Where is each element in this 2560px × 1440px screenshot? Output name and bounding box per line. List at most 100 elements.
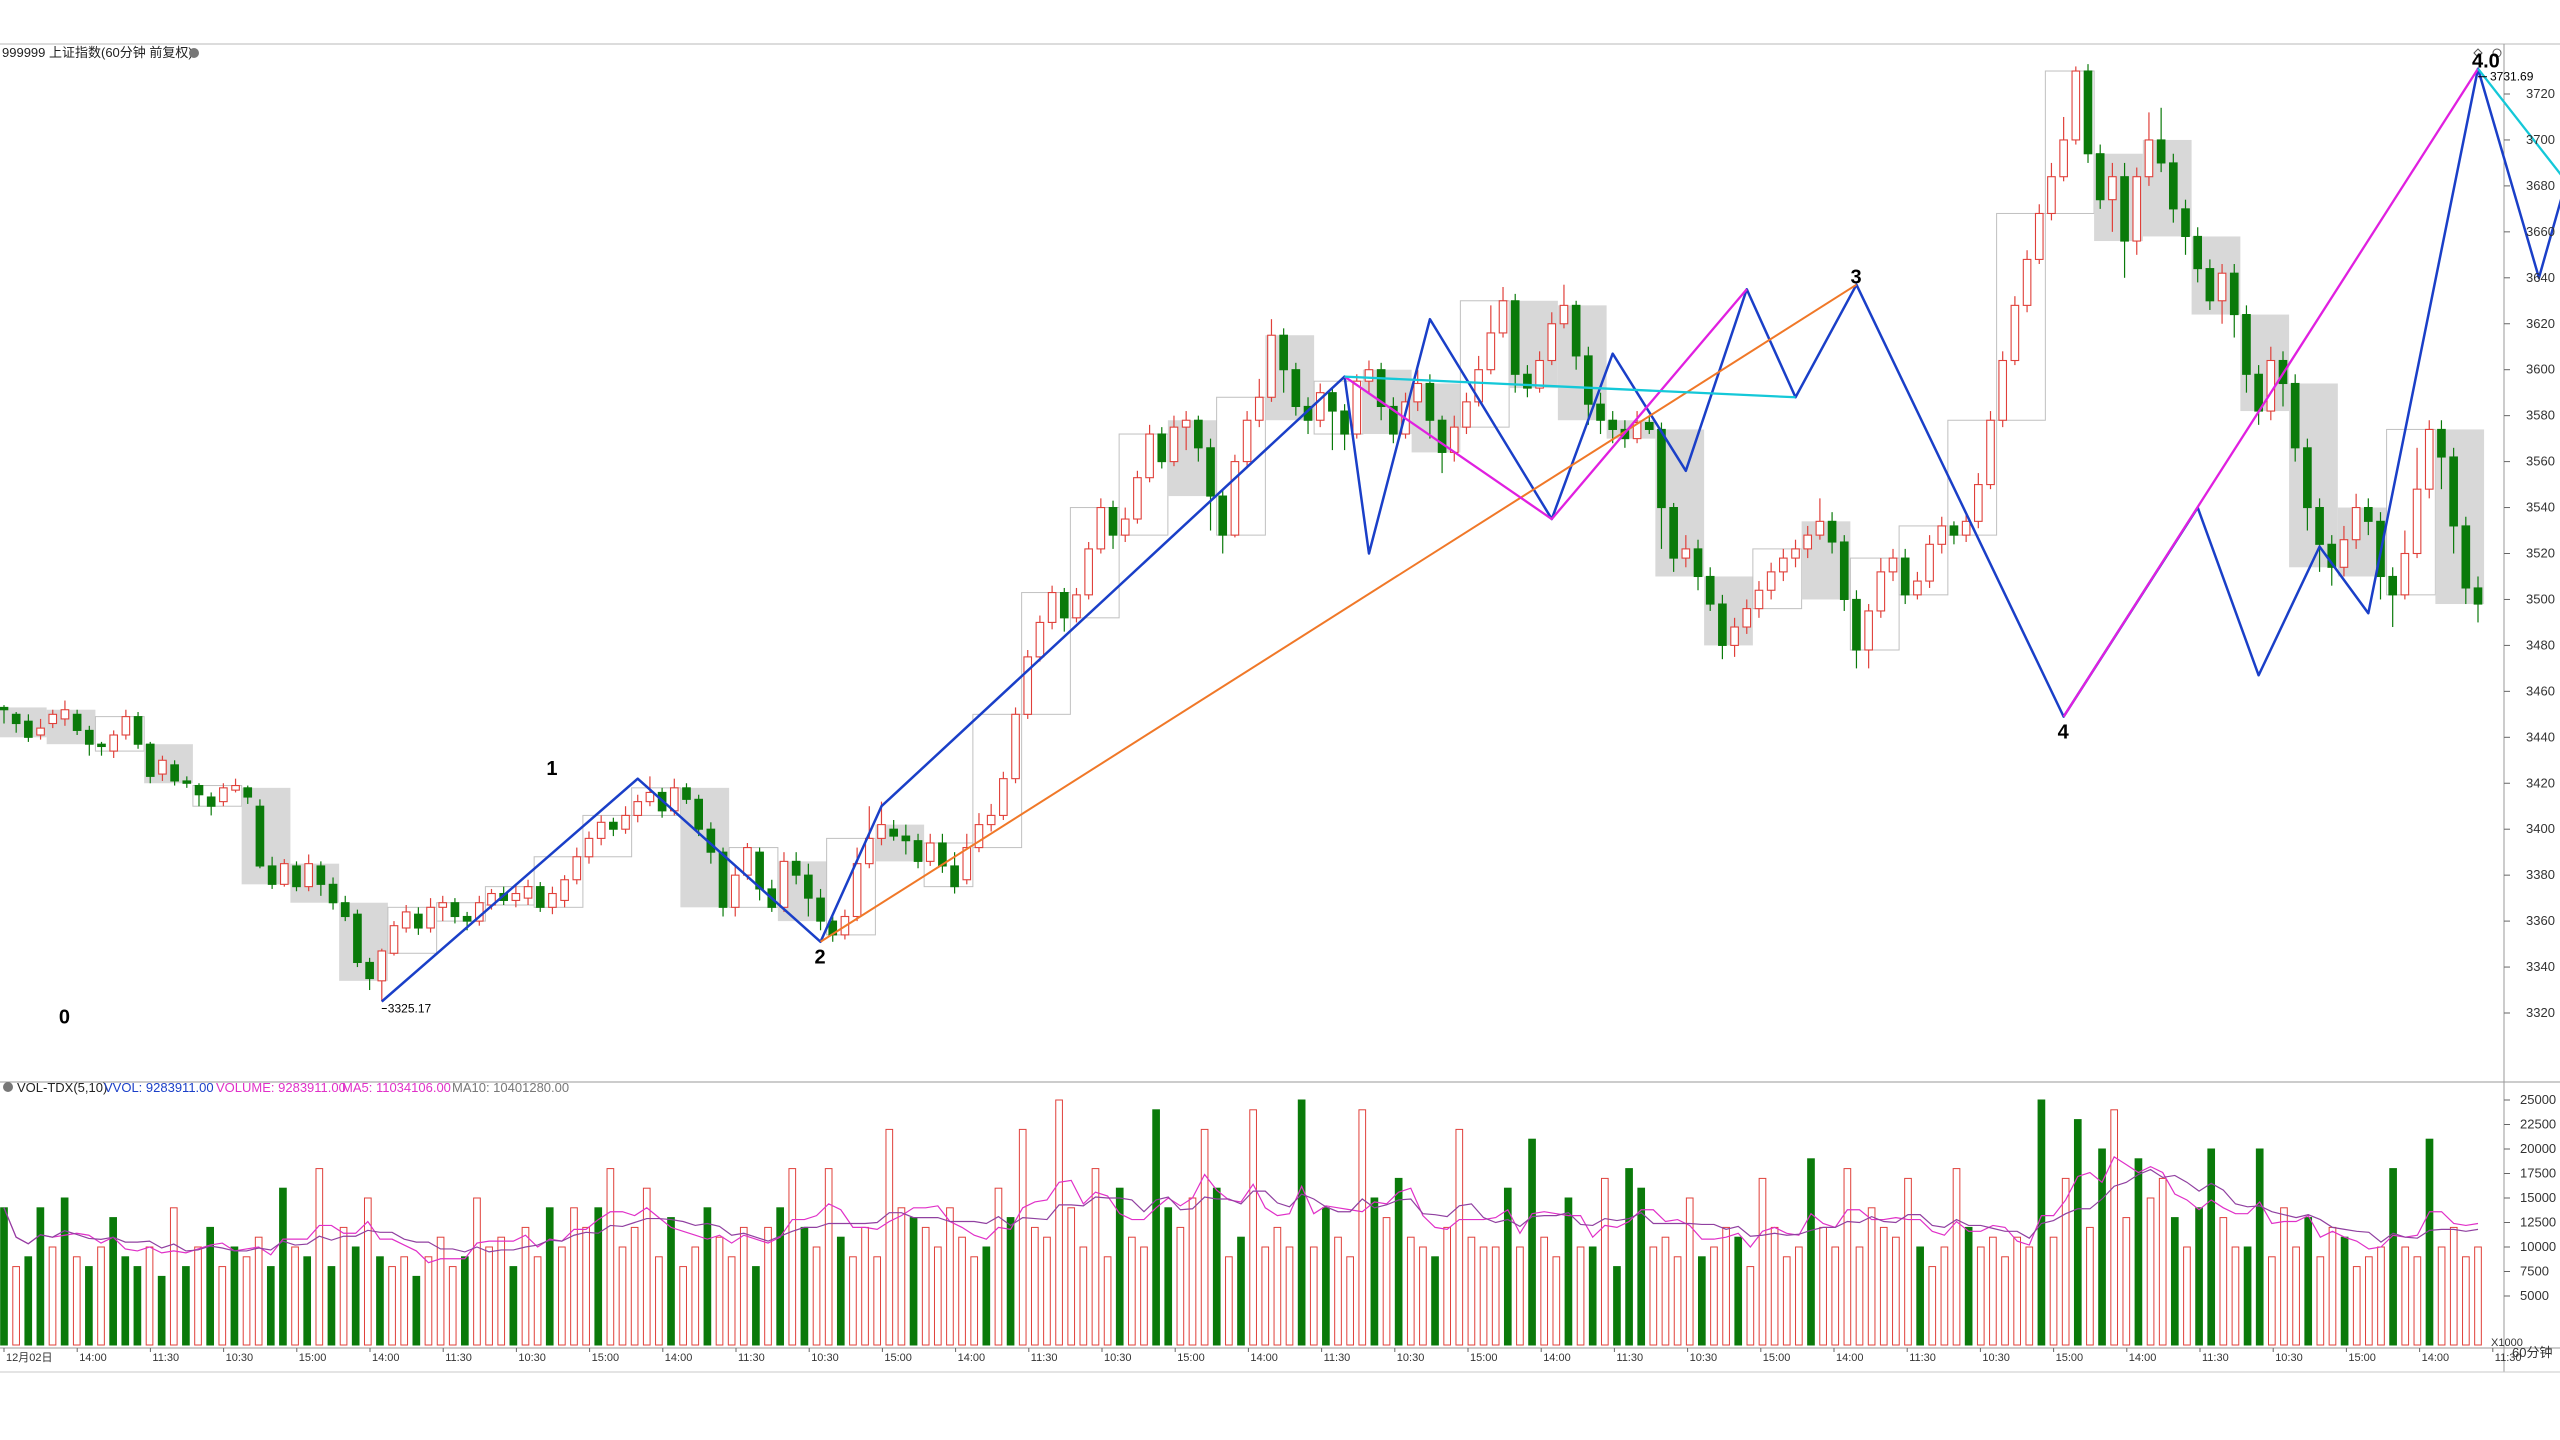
time-tick-label: 10:30	[1690, 1352, 1718, 1364]
consolidation-box	[972, 713, 1023, 849]
consolidation-box	[387, 906, 438, 954]
vol-bar-up	[1467, 1236, 1476, 1346]
candle-down	[2229, 272, 2239, 316]
candle-up	[231, 784, 240, 791]
time-tick-label: 11:30	[1616, 1352, 1643, 1364]
candle-up	[1181, 419, 1191, 428]
candle-up	[864, 837, 874, 865]
consolidation-box	[1069, 507, 1120, 619]
candle-down	[1059, 592, 1069, 619]
vol-bar-up	[12, 1266, 20, 1346]
consolidation-box	[1898, 525, 1949, 596]
candle-down	[1425, 382, 1435, 421]
candle-down	[1510, 300, 1520, 375]
vol-bar-up	[533, 1256, 542, 1346]
vol-bar-up	[1600, 1177, 1609, 1346]
candle-up	[548, 892, 557, 908]
price-tick-label: 3380	[2526, 867, 2555, 882]
vol-bar-down	[2389, 1168, 2397, 1346]
candle-down	[450, 902, 460, 918]
vol-bar-up	[727, 1256, 736, 1346]
candle-up	[560, 879, 569, 901]
vol-bar-up	[824, 1168, 833, 1346]
candle-up	[1888, 557, 1898, 573]
candle-down	[1279, 334, 1288, 371]
candle-down	[2242, 314, 2251, 375]
diamond-icon[interactable]	[2473, 48, 2483, 58]
vol-bar-down	[279, 1187, 287, 1346]
candle-up	[1535, 359, 1544, 389]
vol-bar-down	[2207, 1148, 2216, 1346]
candle-up	[1498, 300, 1508, 334]
vol-bar-down	[1528, 1138, 1536, 1346]
vol-tick-label: 10000	[2520, 1239, 2556, 1254]
vol-bar-up	[715, 1236, 724, 1346]
vol-bar-up	[558, 1246, 566, 1346]
vol-bar-down	[836, 1236, 845, 1346]
candle-down	[816, 897, 825, 922]
vol-bar-up	[2086, 1226, 2094, 1346]
candle-up	[2071, 70, 2081, 141]
candle-up	[1791, 548, 1800, 559]
vol-bar-up	[1188, 1197, 1197, 1346]
candle-down	[292, 865, 301, 888]
candle-up	[1937, 525, 1947, 545]
price-tick-label: 3640	[2526, 270, 2555, 285]
candle-down	[365, 961, 374, 980]
vol-bar-up	[1491, 1246, 1500, 1346]
candle-down	[2095, 153, 2105, 201]
vol-bar-up	[630, 1226, 639, 1346]
vol-bar-down	[1503, 1187, 1512, 1346]
candle-down	[1157, 433, 1167, 463]
vol-bar-down	[2195, 1207, 2203, 1346]
vol-bar-up	[861, 1226, 869, 1346]
vol-bar-up	[1795, 1246, 1803, 1346]
candle-down	[2449, 456, 2458, 527]
consolidation-box	[192, 785, 243, 807]
candle-up	[730, 874, 740, 908]
time-tick-label: 11:30	[445, 1352, 472, 1364]
consolidation-box	[1216, 396, 1266, 536]
vol-bar-up	[388, 1266, 396, 1346]
price-tick-label: 3460	[2526, 683, 2555, 698]
vol-tick-label: 25000	[2520, 1092, 2556, 1107]
candle-down	[72, 713, 82, 731]
vol-bar-up	[48, 1246, 57, 1346]
candle-up	[743, 847, 752, 876]
vol-bar-up	[2401, 1246, 2410, 1346]
vol-unit-label: X1000	[2491, 1337, 2523, 1349]
vol-bar-up	[618, 1246, 627, 1346]
candle-down	[255, 805, 265, 867]
vol-bar-up	[691, 1246, 700, 1346]
vol-bar-up	[2267, 1256, 2276, 1346]
window-controls[interactable]	[2473, 48, 2502, 58]
vol-bar-up	[1710, 1246, 1718, 1346]
vol-bar-down	[1734, 1236, 1743, 1346]
consolidation-box	[94, 716, 145, 752]
low-price-label: 3325.17	[388, 1002, 432, 1016]
candle-down	[1644, 421, 1654, 430]
candle-up	[1462, 401, 1471, 428]
candle-down	[535, 886, 545, 908]
candle-down	[694, 798, 703, 830]
vol-bar-down	[594, 1207, 603, 1346]
vol-bar-down	[1006, 1217, 1015, 1346]
candle-up	[2412, 488, 2422, 555]
gear-icon[interactable]	[2492, 48, 2502, 58]
vol-bar-up	[2437, 1246, 2446, 1346]
vol-bar-down	[2340, 1236, 2349, 1346]
vol-bar-up	[1225, 1256, 1233, 1346]
vol-settings-icon[interactable]	[3, 1082, 13, 1092]
candle-up	[1145, 433, 1154, 479]
candle-up	[999, 778, 1008, 816]
time-tick-label: 11:30	[1031, 1352, 1058, 1364]
candle-up	[1779, 557, 1788, 573]
time-tick-label: 11:30	[152, 1352, 179, 1364]
candle-up	[2351, 506, 2361, 541]
candle-up	[377, 950, 387, 982]
vol-bar-up	[2219, 1217, 2228, 1346]
vol-bar-up	[958, 1236, 966, 1346]
title-settings-icon[interactable]	[189, 48, 199, 58]
